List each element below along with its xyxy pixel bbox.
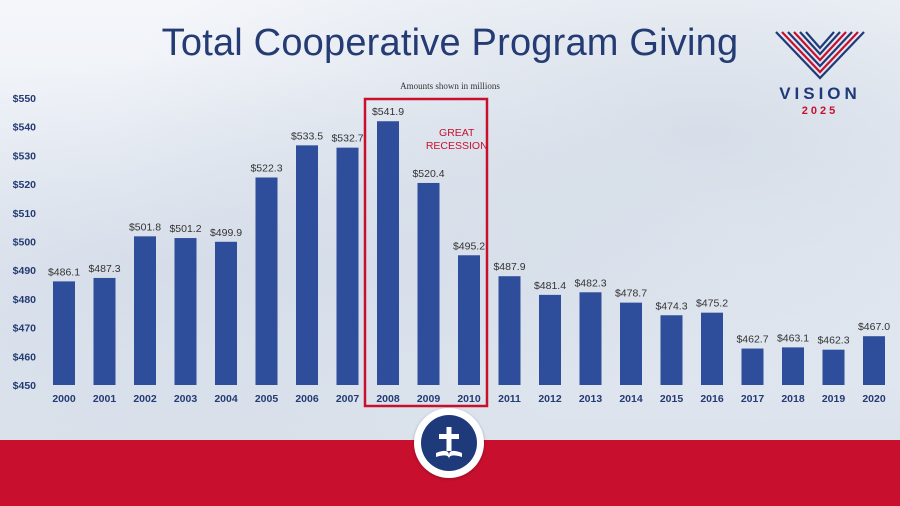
value-label: $533.5 — [291, 130, 323, 142]
value-label: $532.7 — [331, 133, 363, 145]
bar — [296, 145, 318, 385]
bar — [620, 302, 642, 385]
y-tick-label: $450 — [13, 380, 37, 392]
logo-year-text: 2025 — [801, 105, 839, 117]
value-label: $520.4 — [412, 168, 444, 180]
bar — [498, 276, 521, 385]
logo-vision-text: VISION — [779, 84, 861, 103]
x-tick-label: 2004 — [214, 393, 238, 405]
x-tick-label: 2018 — [781, 393, 805, 405]
x-tick-label: 2007 — [336, 393, 360, 405]
x-tick-label: 2008 — [376, 393, 400, 405]
x-tick-label: 2017 — [741, 393, 765, 405]
bar — [458, 255, 480, 385]
page-title: Total Cooperative Program Giving — [161, 22, 739, 64]
value-label: $501.2 — [169, 223, 201, 235]
x-tick-label: 2000 — [52, 393, 76, 405]
value-label: $478.7 — [615, 288, 647, 300]
bar-chart: $450 $460 $470 $480 $490 $500 $510 $520 $530 $540… — [13, 93, 890, 408]
bar — [701, 312, 723, 385]
value-label: $501.8 — [129, 221, 161, 233]
y-tick-label: $490 — [13, 265, 37, 277]
cross-and-bible-icon — [436, 427, 462, 459]
value-label: $522.3 — [250, 162, 282, 174]
bar — [822, 349, 845, 385]
bar — [741, 348, 764, 385]
x-tick-label: 2001 — [93, 393, 117, 405]
x-tick-label: 2012 — [538, 393, 562, 405]
bar — [863, 336, 885, 385]
bar — [377, 121, 399, 385]
value-label: $482.3 — [574, 277, 606, 289]
value-label: $499.9 — [210, 227, 242, 239]
y-tick-label: $480 — [13, 294, 37, 306]
y-tick-label: $470 — [13, 323, 37, 335]
bar — [53, 281, 75, 385]
bar — [174, 238, 197, 385]
bar — [782, 347, 804, 385]
x-tick-label: 2003 — [174, 393, 198, 405]
value-label: $487.3 — [88, 263, 120, 275]
y-tick-label: $500 — [13, 237, 37, 249]
value-label: $467.0 — [858, 321, 890, 333]
y-tick-label: $520 — [13, 179, 37, 191]
footer-emblem — [414, 408, 484, 478]
value-label: $462.7 — [736, 334, 768, 346]
value-label: $487.9 — [493, 261, 525, 273]
x-tick-label: 2002 — [133, 393, 157, 405]
bar — [539, 294, 561, 385]
x-tick-label: 2016 — [700, 393, 724, 405]
y-tick-label: $550 — [13, 93, 37, 105]
bar — [134, 236, 156, 385]
bar — [579, 292, 602, 385]
y-tick-label: $540 — [13, 122, 37, 134]
bar — [660, 315, 683, 385]
x-tick-label: 2006 — [295, 393, 319, 405]
x-tick-label: 2014 — [619, 393, 643, 405]
vision-chevron-logo — [775, 31, 865, 80]
recession-label: RECESSION — [426, 140, 488, 152]
y-tick-label: $460 — [13, 351, 37, 363]
x-tick-label: 2005 — [255, 393, 279, 405]
value-label: $495.2 — [453, 240, 485, 252]
value-label: $474.3 — [655, 300, 687, 312]
x-tick-label: 2015 — [660, 393, 684, 405]
value-label: $486.1 — [48, 266, 80, 278]
x-tick-label: 2009 — [417, 393, 441, 405]
x-tick-label: 2010 — [457, 393, 481, 405]
bar — [336, 147, 359, 385]
x-tick-label: 2011 — [498, 393, 521, 405]
recession-highlight-box — [363, 97, 489, 408]
bar — [215, 241, 237, 385]
value-label: $481.4 — [534, 280, 566, 292]
recession-label: GREAT — [439, 127, 475, 139]
x-tick-label: 2019 — [822, 393, 846, 405]
x-tick-label: 2020 — [862, 393, 886, 405]
x-tick-label: 2013 — [579, 393, 603, 405]
value-label: $462.3 — [817, 335, 849, 347]
bar — [417, 182, 440, 385]
y-tick-label: $530 — [13, 150, 37, 162]
y-tick-label: $510 — [13, 208, 37, 220]
value-label: $463.1 — [777, 332, 809, 344]
value-label: $475.2 — [696, 298, 728, 310]
bar — [93, 277, 116, 385]
bar — [255, 177, 278, 385]
value-label: $541.9 — [372, 106, 404, 118]
chart-subtitle: Amounts shown in millions — [400, 81, 500, 91]
